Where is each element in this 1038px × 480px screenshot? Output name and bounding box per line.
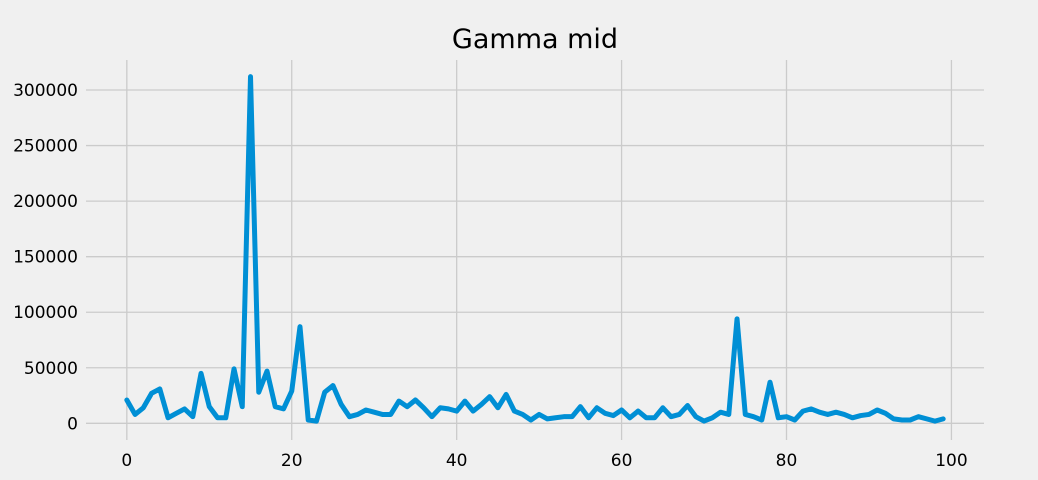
y-tick-label: 200000: [13, 192, 78, 212]
y-tick-label: 300000: [13, 81, 78, 101]
chart-title: Gamma mid: [452, 24, 618, 55]
y-axis-ticks: 0 50000 100000 150000 200000 250000 300000: [13, 81, 78, 434]
y-tick-label: 0: [67, 414, 78, 434]
chart-gridlines: [86, 60, 984, 440]
y-tick-label: 50000: [24, 359, 78, 379]
x-axis-ticks: 0 20 40 60 80 100: [121, 451, 967, 471]
y-tick-label: 250000: [13, 137, 78, 157]
x-tick-label: 100: [935, 451, 967, 471]
series-line: [124, 74, 946, 424]
plot-area: [124, 74, 946, 424]
x-tick-label: 20: [281, 451, 303, 471]
x-tick-label: 80: [776, 451, 798, 471]
y-tick-label: 100000: [13, 303, 78, 323]
x-tick-label: 40: [446, 451, 468, 471]
y-tick-label: 150000: [13, 248, 78, 268]
x-tick-label: 0: [121, 451, 132, 471]
x-tick-label: 60: [611, 451, 633, 471]
